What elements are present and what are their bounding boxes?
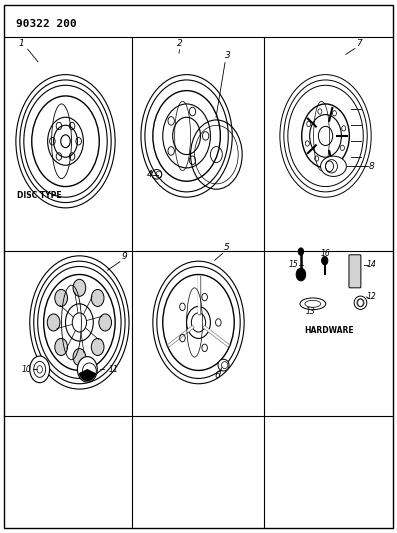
Circle shape [91, 338, 104, 356]
Ellipse shape [300, 298, 326, 310]
Circle shape [296, 268, 306, 281]
Text: 12: 12 [366, 293, 376, 301]
Ellipse shape [77, 357, 97, 382]
Circle shape [73, 349, 86, 366]
Text: 10: 10 [22, 365, 32, 374]
Text: 5: 5 [224, 244, 230, 252]
Circle shape [298, 248, 304, 255]
Text: 1: 1 [19, 39, 25, 48]
Text: 9: 9 [121, 253, 127, 261]
Text: 14: 14 [367, 261, 376, 269]
Text: 90322 200: 90322 200 [16, 19, 77, 29]
Text: 6: 6 [215, 372, 220, 380]
Text: HARDWARE: HARDWARE [305, 326, 354, 335]
Circle shape [55, 338, 67, 356]
Ellipse shape [354, 296, 367, 309]
Ellipse shape [321, 156, 346, 176]
Circle shape [30, 356, 50, 383]
Wedge shape [79, 369, 96, 381]
Text: 3: 3 [225, 52, 231, 60]
Text: 13: 13 [306, 308, 315, 316]
Text: 2: 2 [177, 39, 183, 48]
Text: 16: 16 [321, 249, 330, 258]
Circle shape [322, 256, 328, 265]
Text: 15: 15 [289, 261, 299, 269]
Text: 4: 4 [147, 171, 153, 179]
FancyBboxPatch shape [349, 255, 361, 288]
Text: 8: 8 [369, 162, 374, 171]
Ellipse shape [218, 359, 229, 371]
Circle shape [91, 289, 104, 306]
Circle shape [54, 125, 77, 157]
Circle shape [73, 279, 86, 296]
Text: DISC TYPE: DISC TYPE [17, 191, 62, 200]
Circle shape [55, 289, 67, 306]
Text: 11: 11 [108, 365, 118, 374]
Text: 7: 7 [357, 39, 362, 48]
Circle shape [47, 314, 60, 331]
Circle shape [99, 314, 112, 331]
